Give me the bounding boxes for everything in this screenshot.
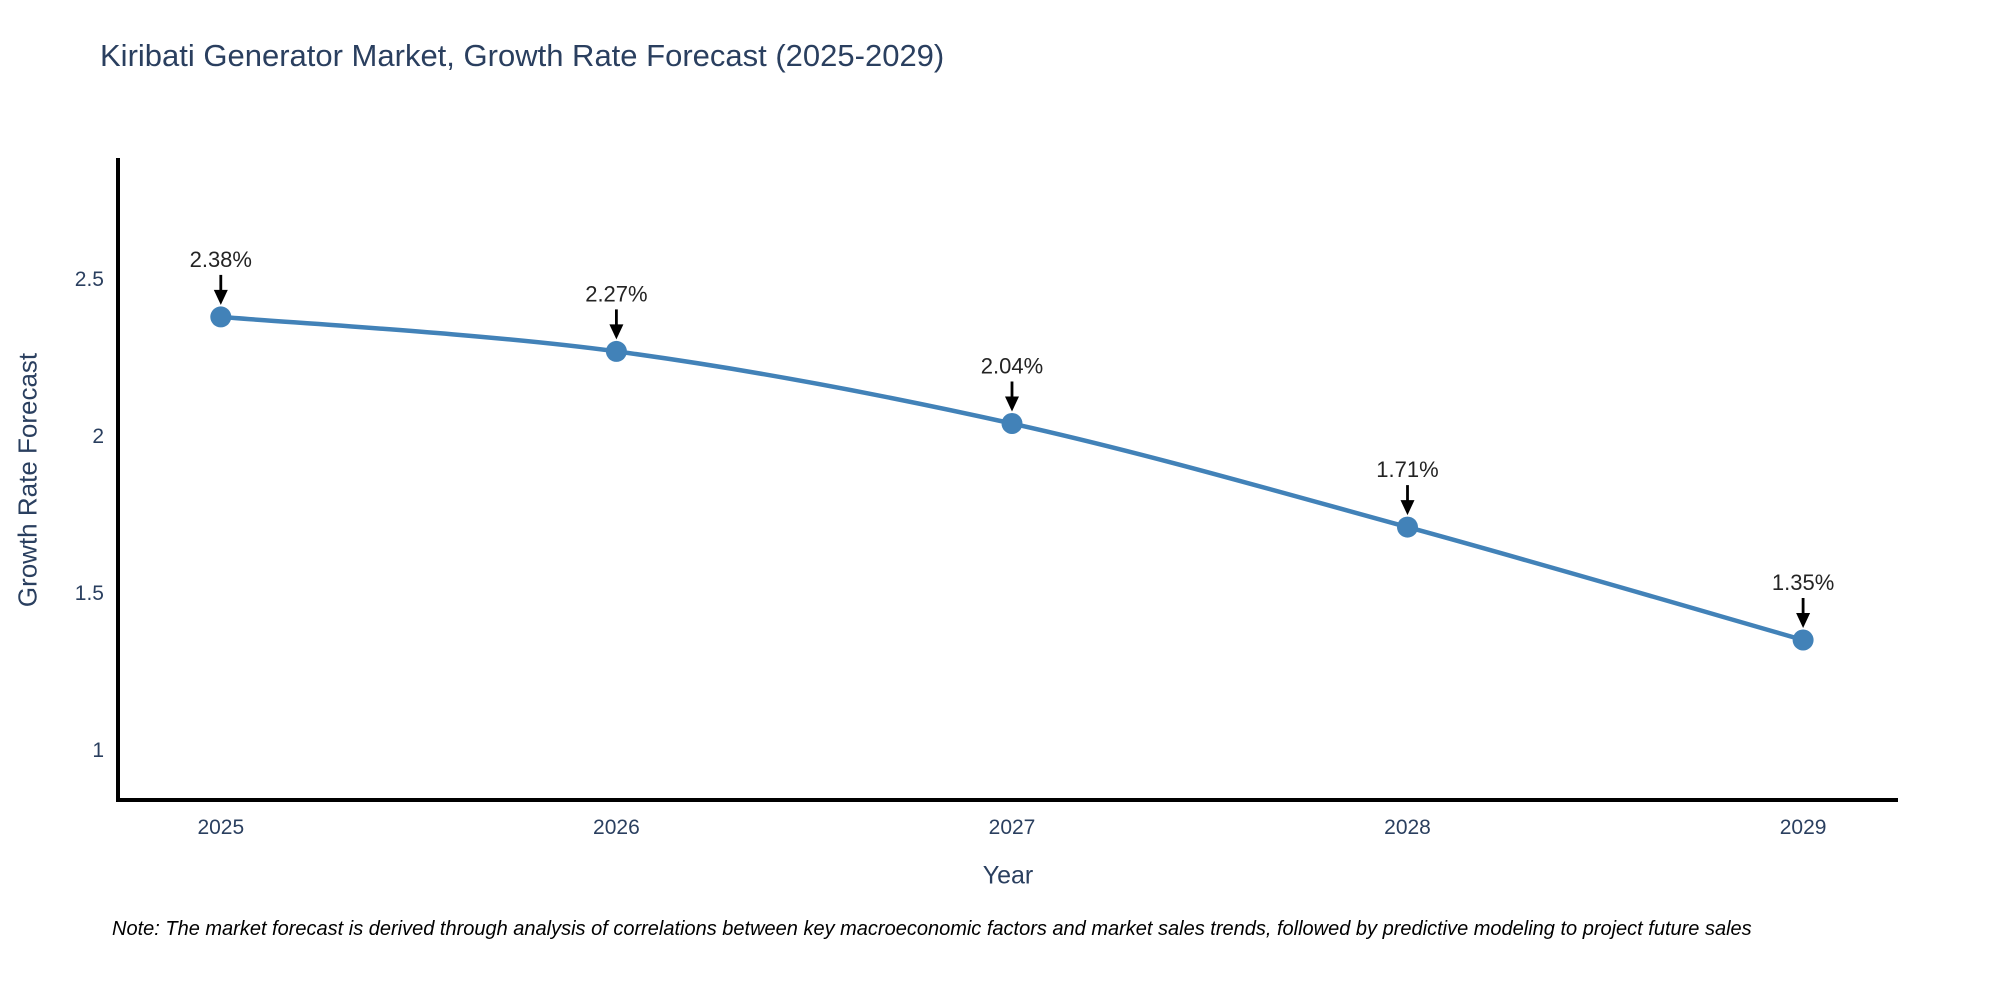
x-axis-title: Year bbox=[982, 861, 1034, 890]
point-annotation: 2.27% bbox=[585, 281, 648, 340]
data-point-2025[interactable] bbox=[210, 306, 232, 328]
annotation-arrowhead bbox=[1400, 500, 1415, 516]
point-annotation-label: 1.71% bbox=[1376, 457, 1438, 482]
point-annotation: 1.35% bbox=[1772, 570, 1834, 628]
point-annotation-label: 2.27% bbox=[585, 281, 647, 306]
y-tick-label: 2 bbox=[92, 425, 104, 448]
point-annotation-label: 1.35% bbox=[1772, 570, 1834, 595]
data-point-2027[interactable] bbox=[1001, 413, 1023, 434]
y-axis-title: Growth Rate Forecast bbox=[12, 352, 43, 608]
point-annotation: 2.04% bbox=[981, 354, 1043, 412]
x-tick-label: 2028 bbox=[1384, 816, 1431, 839]
chart-title: Kiribati Generator Market, Growth Rate F… bbox=[100, 38, 945, 73]
x-tick-label: 2026 bbox=[593, 816, 640, 839]
annotation-arrowhead bbox=[1005, 396, 1019, 412]
y-tick-label: 1.5 bbox=[75, 582, 104, 605]
point-annotation: 2.38% bbox=[190, 247, 252, 305]
x-tick-label: 2025 bbox=[197, 816, 244, 839]
plot-background[interactable] bbox=[118, 160, 1898, 800]
data-point-2029[interactable] bbox=[1792, 629, 1814, 651]
point-annotation-label: 2.38% bbox=[190, 247, 252, 272]
data-point-2026[interactable] bbox=[605, 340, 627, 362]
y-tick-label: 1 bbox=[92, 739, 104, 762]
data-point-2028[interactable] bbox=[1397, 516, 1418, 538]
x-tick-label: 2027 bbox=[989, 816, 1036, 839]
annotation-arrowhead bbox=[1796, 613, 1811, 628]
point-annotation: 1.71% bbox=[1376, 457, 1439, 516]
y-tick-label: 2.5 bbox=[75, 268, 104, 291]
annotation-arrowhead bbox=[213, 289, 228, 305]
x-tick-label: 2029 bbox=[1780, 816, 1827, 839]
footnote: Note: The market forecast is derived thr… bbox=[112, 918, 1752, 940]
annotation-arrowhead bbox=[609, 324, 624, 340]
point-annotation-label: 2.04% bbox=[981, 354, 1043, 379]
